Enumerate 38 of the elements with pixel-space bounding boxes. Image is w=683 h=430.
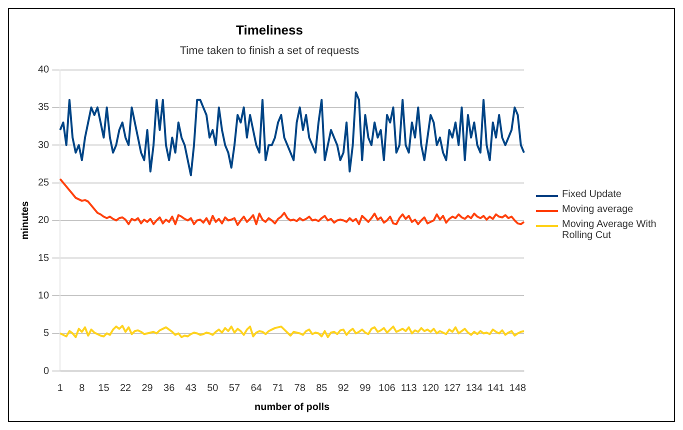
x-tick-label: 92 xyxy=(338,382,350,394)
x-tick-label: 127 xyxy=(444,382,462,394)
legend-label: Moving Average With Rolling Cut xyxy=(562,219,658,241)
x-tick-label: 57 xyxy=(228,382,240,394)
x-axis-title: number of polls xyxy=(254,402,330,413)
x-tick-label: 113 xyxy=(400,382,418,394)
x-tick-label: 85 xyxy=(316,382,328,394)
y-tick-label: 0 xyxy=(44,366,50,377)
x-tick-label: 15 xyxy=(98,382,110,394)
x-tick-label: 106 xyxy=(378,382,396,394)
x-tick-label: 141 xyxy=(488,382,505,394)
legend-label: Moving average xyxy=(562,204,634,215)
x-tick-label: 78 xyxy=(294,382,306,394)
legend-label: Fixed Update xyxy=(562,189,622,200)
chart-subtitle: Time taken to finish a set of requests xyxy=(180,45,360,58)
x-tick-label: 148 xyxy=(509,382,527,394)
y-tick-label: 30 xyxy=(38,140,50,151)
y-tick-label: 40 xyxy=(38,64,50,76)
x-tick-label: 134 xyxy=(466,382,483,394)
y-tick-label: 35 xyxy=(38,102,50,114)
y-axis-title: minutes xyxy=(20,200,31,240)
x-tick-label: 50 xyxy=(207,382,219,394)
y-tick-label: 20 xyxy=(38,215,50,226)
x-tick-label: 64 xyxy=(250,382,262,394)
x-tick-label: 43 xyxy=(185,382,197,394)
y-tick-label: 10 xyxy=(38,290,50,302)
x-tick-label: 120 xyxy=(422,382,440,394)
chart-title: Timeliness xyxy=(236,22,303,38)
x-tick-label: 29 xyxy=(142,382,154,394)
x-tick-label: 8 xyxy=(79,382,86,394)
y-tick-label: 15 xyxy=(38,252,50,264)
y-tick-label: 25 xyxy=(38,178,50,188)
x-tick-label: 71 xyxy=(272,382,284,394)
x-tick-label: 1 xyxy=(57,382,64,394)
y-tick-label: 5 xyxy=(44,328,50,340)
x-tick-label: 36 xyxy=(164,382,176,394)
x-tick-label: 99 xyxy=(360,382,372,394)
x-tick-label: 22 xyxy=(120,382,132,394)
